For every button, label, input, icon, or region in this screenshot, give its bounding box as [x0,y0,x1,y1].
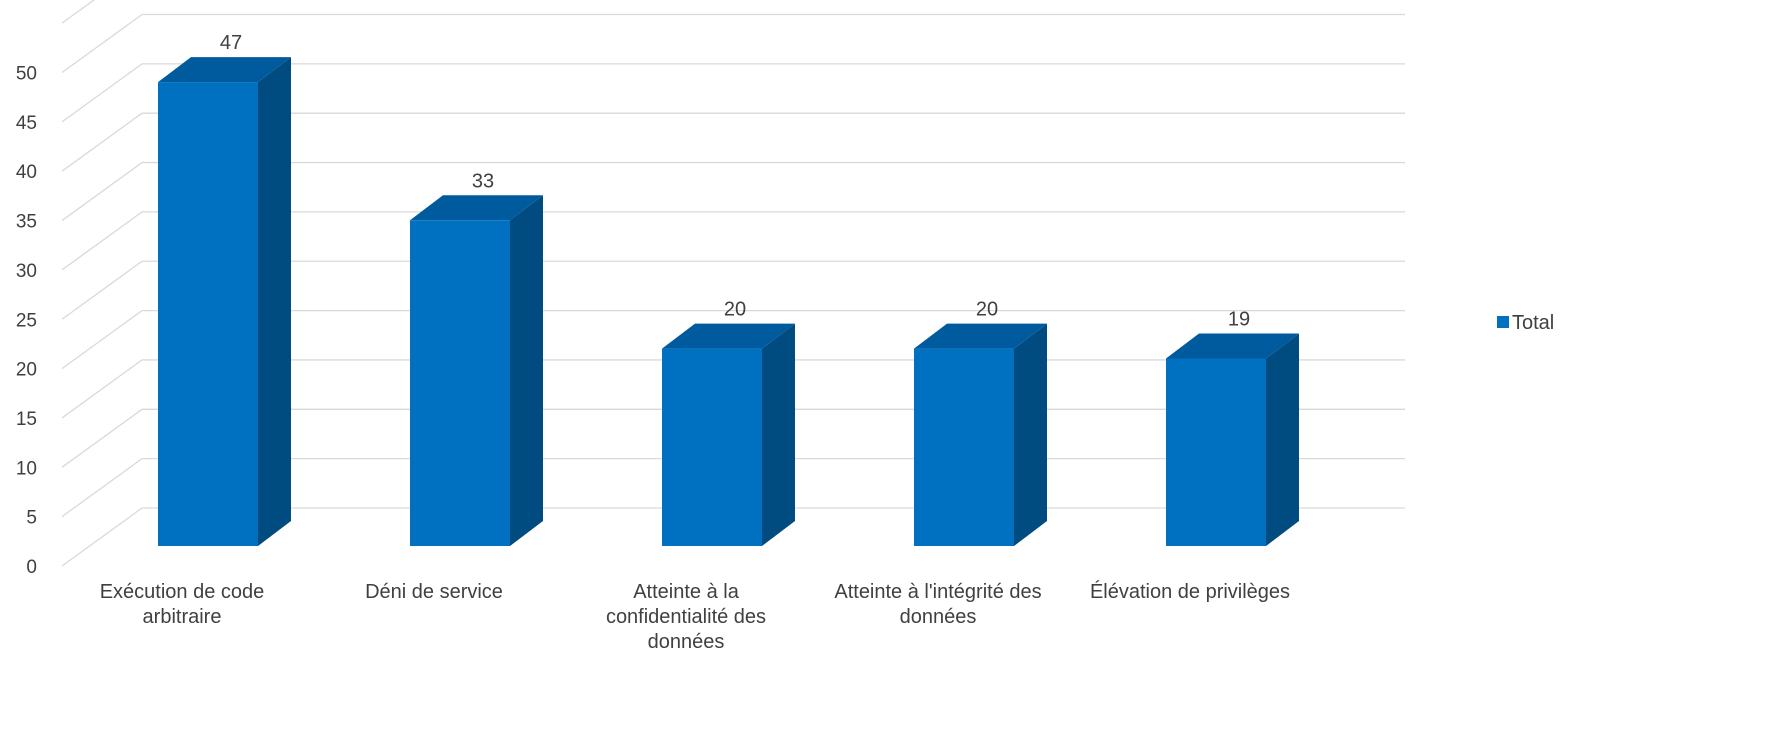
data-label: 47 [220,32,242,54]
category-label-line: données [900,606,977,628]
y-tick-label: 30 [16,261,37,282]
gridline-diagonal [61,0,96,24]
legend[interactable]: Total [1497,312,1554,334]
y-tick-label: 5 [26,508,37,529]
data-label: 19 [1228,308,1250,330]
bar[interactable] [662,323,795,546]
bars [158,57,1299,547]
y-tick-label: 10 [16,458,37,479]
y-tick-label: 50 [16,64,37,85]
category-label-line: données [648,631,725,653]
bar-side [1266,333,1299,546]
bar-front [410,220,510,547]
bar[interactable] [410,195,543,547]
bar-front [914,348,1014,546]
bar-side [1014,323,1047,546]
x-axis-categories: Exécution de code arbitraire Déni de servi… [100,580,1290,653]
data-labels: 47 33 20 20 19 [220,32,1250,330]
bar-side [762,323,795,546]
y-tick-label: 45 [16,113,37,134]
y-tick-label: 40 [16,162,37,183]
gridline-diagonal [61,408,143,468]
category-label: Déni de service [365,581,503,603]
gridline-diagonal [61,63,143,123]
data-label: 20 [976,299,998,321]
gridline-diagonal [61,359,143,419]
category-label-line: Atteinte à la [633,581,740,603]
category-label-line: Atteinte à l'intégrité des [834,581,1041,603]
gridline-diagonal [61,211,143,271]
bar-side [510,195,543,547]
gridline-diagonal [61,458,143,518]
bar-top [1166,333,1299,359]
y-tick-label: 35 [16,212,37,233]
data-label: 33 [472,170,494,192]
legend-swatch [1497,316,1509,328]
category-label-line: Déni de service [365,581,503,603]
category-label-line: arbitraire [143,606,222,628]
gridline-diagonal [61,260,143,320]
y-tick-label: 20 [16,360,37,381]
category-label-line: confidentialité des [606,606,766,628]
bar[interactable] [1166,333,1299,546]
y-tick-label: 25 [16,310,37,331]
category-label: Atteinte à la confidentialité des données [606,581,766,653]
legend-label-total: Total [1512,312,1554,334]
bar-top [410,195,543,221]
category-label: Atteinte à l'intégrité des données [834,581,1041,628]
category-label-line: Élévation de privilèges [1090,580,1290,603]
bar-top [914,323,1047,349]
gridline-diagonal [61,507,143,567]
bar-front [662,348,762,546]
gridline-diagonal [61,13,143,74]
gridline-diagonal [61,310,143,370]
bar[interactable] [914,323,1047,546]
bar-front [1166,358,1266,546]
data-label: 20 [724,299,746,321]
bar[interactable] [158,57,291,547]
bar-side [258,57,291,547]
gridline-diagonal [61,162,143,222]
category-label: Élévation de privilèges [1090,580,1290,603]
bar-top [158,57,291,83]
y-tick-label: 0 [26,557,37,578]
gridline-diagonal [61,112,143,172]
y-axis-ticks: 0 5 10 15 20 25 30 35 40 45 50 [16,64,37,579]
bar-front [158,82,258,547]
category-label: Exécution de code arbitraire [100,581,265,628]
y-tick-label: 15 [16,409,37,430]
bar-top [662,323,795,349]
category-label-line: Exécution de code [100,581,265,603]
